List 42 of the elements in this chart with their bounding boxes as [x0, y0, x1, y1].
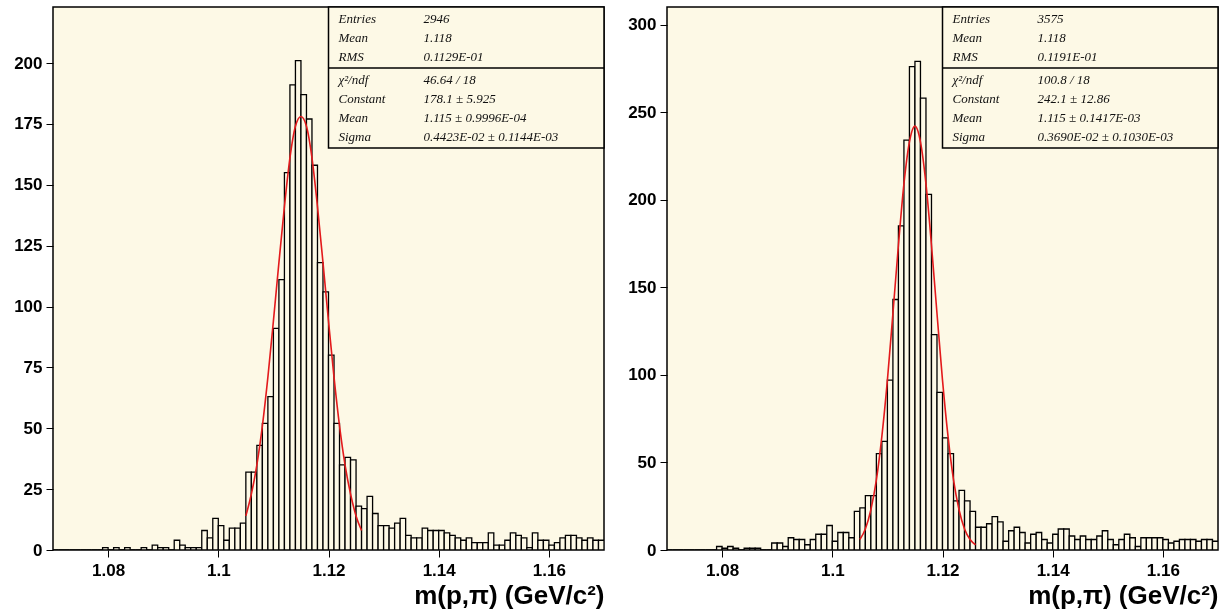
- text: Mean 1.115 ± 0.1417E-03: [952, 110, 1141, 125]
- y-tick-label: 0: [647, 540, 657, 560]
- y-tick-label: 200: [628, 190, 657, 210]
- x-tick-label: 1.08: [706, 560, 740, 580]
- text: χ²/ndf 100.8 / 18: [952, 72, 1090, 87]
- y-tick-label: 100: [628, 365, 657, 385]
- x-tick-label: 1.08: [92, 560, 126, 580]
- text: Constant 178.1 ± 5.925: [338, 91, 496, 106]
- y-tick-label: 50: [637, 452, 657, 472]
- x-tick-label: 1.12: [312, 560, 346, 580]
- text: RMS 0.1129E-01: [338, 49, 484, 64]
- y-tick-label: 0: [33, 540, 43, 560]
- x-tick-label: 1.1: [206, 560, 231, 580]
- text: Entries 3575: [952, 11, 1064, 26]
- text: Sigma 0.3690E-02 ± 0.1030E-03: [952, 129, 1174, 144]
- y-tick-label: 50: [23, 418, 43, 438]
- text: Sigma 0.4423E-02 ± 0.1144E-03: [338, 129, 559, 144]
- text: Mean 1.118: [952, 30, 1066, 45]
- text: χ²/ndf 46.64 / 18: [338, 72, 476, 87]
- y-tick-label: 250: [628, 102, 657, 122]
- y-tick-label: 100: [14, 297, 43, 316]
- text: Constant 242.1 ± 12.86: [952, 91, 1110, 106]
- x-tick-label: 1.1: [820, 560, 845, 580]
- x-tick-label: 1.12: [926, 560, 960, 580]
- x-tick-label: 1.16: [532, 560, 566, 580]
- text: Mean 1.115 ± 0.9996E-04: [338, 110, 527, 125]
- y-tick-label: 175: [14, 114, 43, 134]
- y-tick-label: 125: [14, 236, 43, 256]
- x-axis-title: m(p,π) (GeV/c²): [1028, 579, 1219, 610]
- x-tick-label: 1.16: [1146, 560, 1180, 580]
- y-tick-label: 75: [23, 357, 43, 377]
- y-tick-label: 25: [23, 479, 43, 499]
- x-tick-label: 1.14: [422, 560, 457, 580]
- y-tick-label: 200: [14, 53, 43, 73]
- text: RMS 0.1191E-01: [952, 49, 1098, 64]
- y-tick-label: 300: [628, 15, 657, 35]
- x-tick-label: 1.14: [1036, 560, 1071, 580]
- y-tick-label: 150: [14, 175, 43, 195]
- y-tick-label: 150: [628, 277, 657, 297]
- text: Entries 2946: [338, 11, 450, 26]
- text: Mean 1.118: [338, 30, 452, 45]
- x-axis-title: m(p,π) (GeV/c²): [414, 579, 605, 610]
